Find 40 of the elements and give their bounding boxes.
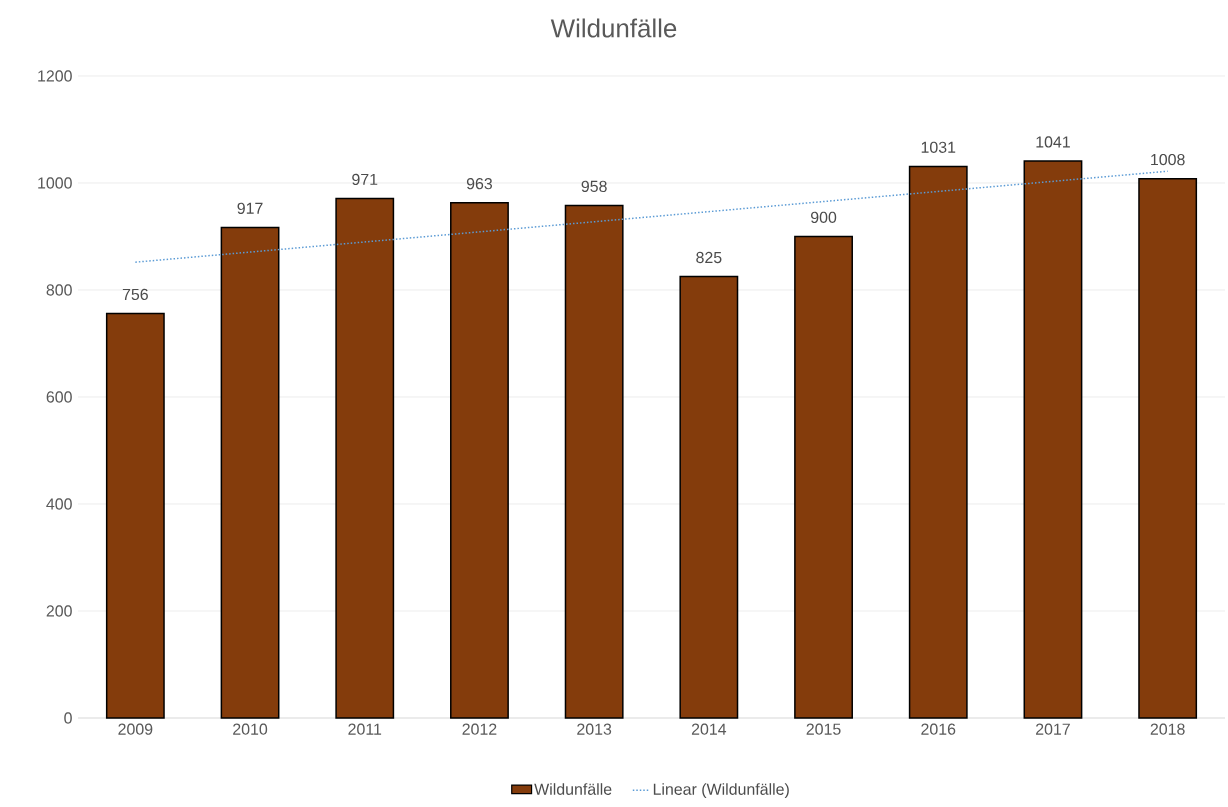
x-tick-label: 2017 [1036,723,1070,735]
bar [1138,177,1198,719]
x-tick-label: 2015 [806,723,841,735]
bar [794,235,853,719]
bar [908,165,968,719]
y-tick-label: 600 [46,391,72,403]
y-tick-label: 0 [64,712,72,724]
data-label: 971 [352,173,378,186]
x-tick-label: 2018 [1150,723,1185,735]
bar [105,312,165,719]
legend-label: Linear (Wildunfälle) [653,783,789,799]
bar [220,226,280,719]
x-tick-label: 2016 [921,723,956,735]
bar [1023,160,1083,719]
data-label: 900 [811,211,837,224]
x-tick-label: 2010 [233,723,268,735]
data-label: 825 [696,251,722,264]
data-label: 1008 [1151,153,1185,166]
bar [679,275,739,719]
bar [335,197,395,719]
x-tick-label: 2013 [577,723,612,735]
x-tick-label: 2009 [118,723,153,735]
data-label: 917 [237,202,263,214]
y-tick-label: 1000 [38,177,72,189]
x-tick-label: 2011 [348,723,382,735]
x-tick-label: 2012 [462,723,497,735]
y-tick-label: 800 [46,284,72,296]
y-tick-label: 400 [46,498,72,510]
bar [564,204,624,719]
data-label: 756 [122,288,148,301]
y-tick-label: 1200 [38,70,72,82]
bar [450,202,509,719]
data-label: 1031 [921,141,956,153]
chart-title: Wildunfälle [550,18,677,38]
data-label: 958 [581,180,607,192]
data-label: 1041 [1036,136,1070,148]
y-tick-label: 200 [46,605,72,617]
legend-label: Wildunfälle [534,783,612,795]
x-tick-label: 2014 [691,723,727,735]
data-label: 963 [466,178,493,190]
